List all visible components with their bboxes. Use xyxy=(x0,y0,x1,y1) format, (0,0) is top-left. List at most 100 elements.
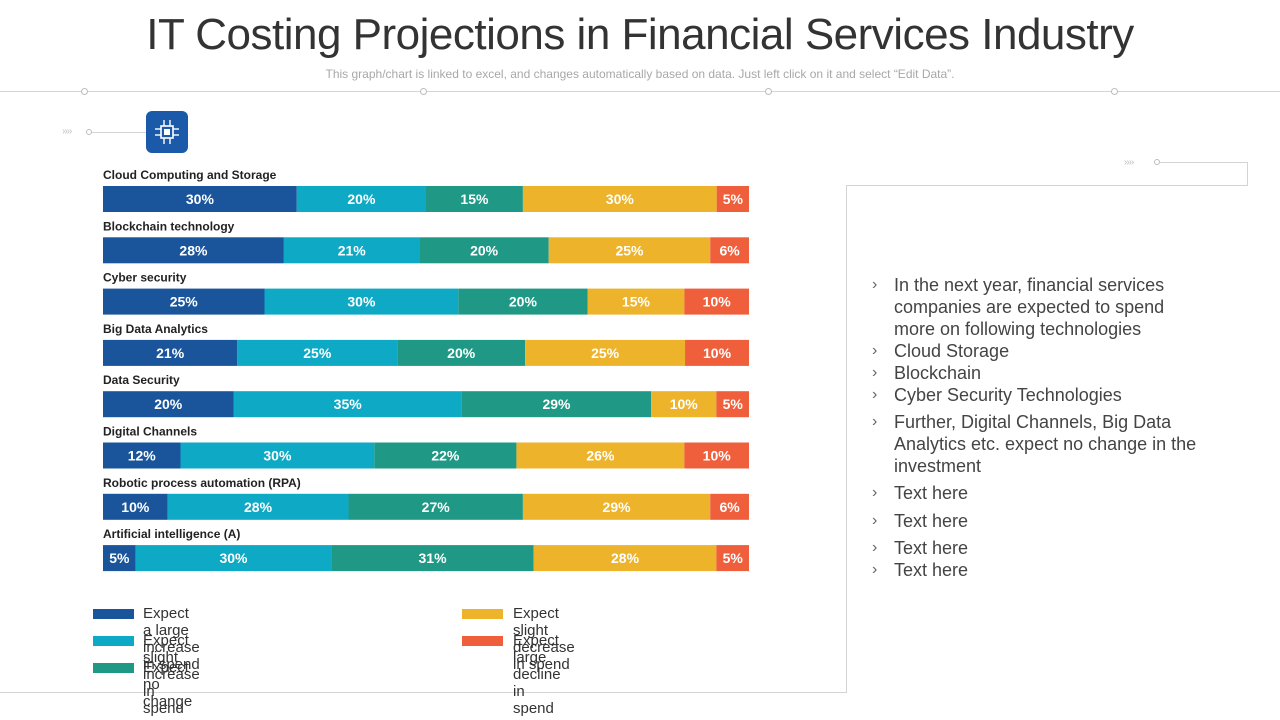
page-subtitle: This graph/chart is linked to excel, and… xyxy=(325,67,955,81)
data-label: 25% xyxy=(615,242,644,258)
category-label: Blockchain technology xyxy=(103,219,235,233)
data-label: 29% xyxy=(603,499,632,515)
category-label: Big Data Analytics xyxy=(103,322,208,336)
timeline-dot xyxy=(420,88,427,95)
data-label: 20% xyxy=(470,242,499,258)
bar-segment xyxy=(684,442,749,469)
note-text: Text here xyxy=(894,560,969,580)
chevron-right-icon: › xyxy=(872,386,878,403)
note-text: Text here xyxy=(894,538,969,558)
note-text: Cloud Storage xyxy=(894,341,1010,361)
bar-segment xyxy=(296,186,426,212)
bar-segment xyxy=(135,545,332,572)
note-item: › Cyber Security Technologies xyxy=(872,384,1202,406)
legend-swatch xyxy=(93,636,134,646)
bar-segment xyxy=(587,288,685,315)
bar-segment xyxy=(167,493,349,520)
bar-segment xyxy=(264,288,459,315)
data-label: 21% xyxy=(156,345,185,361)
legend-item: Expect slight decrease in spend xyxy=(513,605,575,673)
bar-segment xyxy=(716,391,749,418)
category-label: Cyber security xyxy=(103,271,187,285)
legend-swatch xyxy=(462,609,503,619)
data-label: 10% xyxy=(703,294,732,310)
bar-segment xyxy=(103,545,136,572)
data-label: 20% xyxy=(154,396,183,412)
connector-line xyxy=(1160,162,1248,163)
data-label: 5% xyxy=(723,550,744,566)
bar-segment xyxy=(685,339,749,366)
category-label: Cloud Computing and Storage xyxy=(103,168,277,182)
bar-segment xyxy=(651,391,717,418)
data-label: 29% xyxy=(542,396,571,412)
note-text: Text here xyxy=(894,483,969,503)
bar-segment xyxy=(548,237,711,264)
data-label: 5% xyxy=(723,396,744,412)
legend-swatch xyxy=(93,609,134,619)
data-label: 10% xyxy=(703,345,732,361)
connector-arrows-icon: ›››› xyxy=(1124,157,1134,168)
bar-segment xyxy=(716,186,749,212)
bar-segment xyxy=(684,288,749,315)
bar-segment xyxy=(533,545,717,572)
connector-dot xyxy=(86,129,92,135)
data-label: 25% xyxy=(303,345,332,361)
bar-segment xyxy=(710,493,749,520)
data-label: 5% xyxy=(723,191,744,207)
bar-segment xyxy=(458,288,588,315)
data-label: 21% xyxy=(338,242,367,258)
bar-segment xyxy=(180,442,375,469)
data-label: 6% xyxy=(720,242,741,258)
data-label: 12% xyxy=(128,448,157,464)
bar-segment xyxy=(525,339,686,366)
note-item: › Text here xyxy=(872,559,1202,581)
data-label: 28% xyxy=(244,499,273,515)
bar-segment xyxy=(331,545,534,572)
bar-segment xyxy=(419,237,549,264)
notes-panel xyxy=(846,185,1248,693)
data-label: 28% xyxy=(611,550,640,566)
note-item: › Cloud Storage xyxy=(872,340,1202,362)
chevron-right-icon: › xyxy=(872,342,878,359)
data-label: 30% xyxy=(347,294,376,310)
data-label: 30% xyxy=(606,191,635,207)
note-text: Blockchain xyxy=(894,363,982,383)
note-text: Cyber Security Technologies xyxy=(894,385,1122,405)
data-label: 31% xyxy=(419,550,448,566)
bar-segment xyxy=(348,493,523,520)
data-label: 30% xyxy=(219,550,248,566)
bar-segment xyxy=(397,339,526,366)
bottom-divider xyxy=(0,692,847,693)
data-label: 20% xyxy=(447,345,476,361)
chevron-right-icon: › xyxy=(872,276,878,293)
category-label: Robotic process automation (RPA) xyxy=(103,476,301,490)
timeline-dot xyxy=(81,88,88,95)
note-item: › Text here xyxy=(872,482,1202,504)
header-divider xyxy=(0,91,1280,92)
data-label: 15% xyxy=(622,294,651,310)
note-item: › In the next year, financial services co… xyxy=(872,274,1202,340)
note-text: Text here xyxy=(894,511,969,531)
bar-segment xyxy=(103,442,181,469)
legend-swatch xyxy=(462,636,503,646)
bar-segment xyxy=(103,493,168,520)
data-label: 26% xyxy=(586,448,615,464)
data-label: 10% xyxy=(703,448,732,464)
chevron-right-icon: › xyxy=(872,512,878,529)
chevron-right-icon: › xyxy=(872,539,878,556)
data-label: 25% xyxy=(170,294,199,310)
bar-segment xyxy=(283,237,420,264)
legend-item: Expect large decline in spend xyxy=(513,632,561,717)
bar-segment xyxy=(710,237,749,264)
bar-segment xyxy=(461,391,652,418)
connector-line xyxy=(1247,162,1248,186)
data-label: 35% xyxy=(334,396,363,412)
data-label: 10% xyxy=(121,499,150,515)
bar-segment xyxy=(426,186,523,212)
category-label: Digital Channels xyxy=(103,425,197,439)
timeline-dot xyxy=(1111,88,1118,95)
data-label: 20% xyxy=(347,191,376,207)
bar-segment xyxy=(716,545,749,572)
data-label: 6% xyxy=(720,499,741,515)
